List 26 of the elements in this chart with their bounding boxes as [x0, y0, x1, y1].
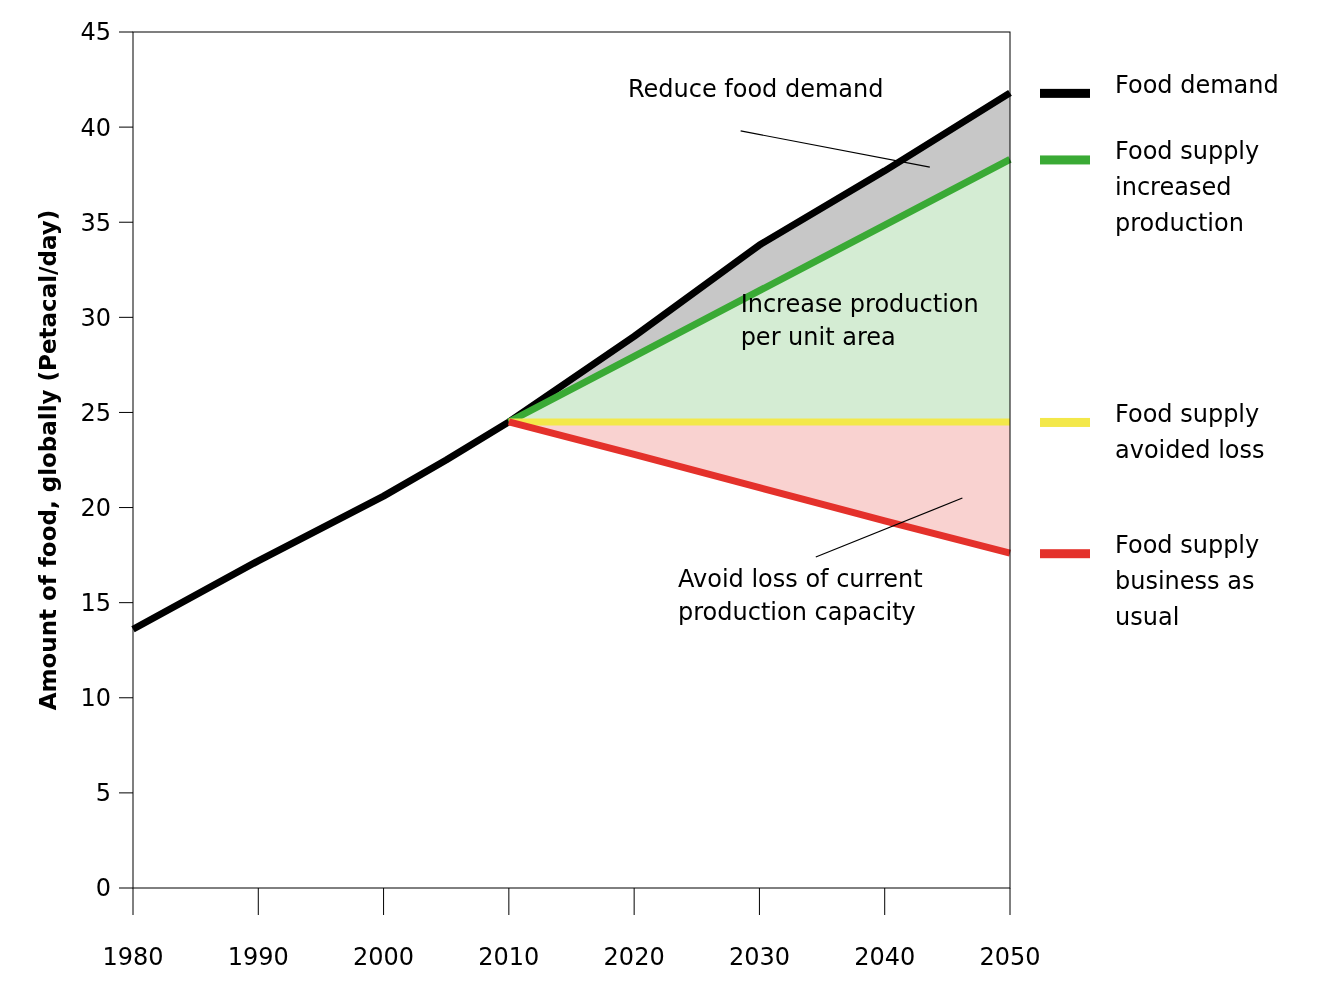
legend-label: Food supply increased production — [1115, 137, 1260, 238]
y-tick-label: 35 — [80, 208, 111, 237]
x-tick-label: 1980 — [102, 943, 164, 971]
x-tick-label: 2000 — [353, 943, 415, 971]
x-tick-label: 2010 — [478, 943, 540, 971]
annotation: Reduce food demand — [627, 74, 884, 103]
legend-label: Food demand — [1115, 70, 1279, 99]
y-tick-label: 15 — [80, 589, 111, 618]
annotation: Increase production per unit area — [740, 289, 979, 351]
y-tick-label: 5 — [95, 779, 111, 808]
x-tick-label: 1990 — [227, 943, 289, 971]
y-tick-label: 0 — [95, 874, 111, 903]
y-tick-label: 20 — [80, 493, 111, 522]
x-tick-label: 2050 — [979, 943, 1041, 971]
y-tick-label: 10 — [80, 684, 111, 713]
y-tick-label: 30 — [80, 303, 111, 332]
annotation: Avoid loss of current production capacity — [677, 565, 923, 627]
y-tick-label: 25 — [80, 398, 111, 427]
x-tick-label: 2040 — [854, 943, 916, 971]
x-tick-label: 2020 — [603, 943, 665, 971]
x-tick-label: 2030 — [728, 943, 790, 971]
legend-label: Food supply business as usual — [1115, 531, 1260, 632]
y-axis-title: Amount of food, globally (Petacal/day) — [35, 209, 61, 711]
legend-label: Food supply avoided loss — [1115, 399, 1265, 464]
y-tick-label: 40 — [80, 113, 111, 142]
y-tick-label: 45 — [80, 18, 111, 47]
